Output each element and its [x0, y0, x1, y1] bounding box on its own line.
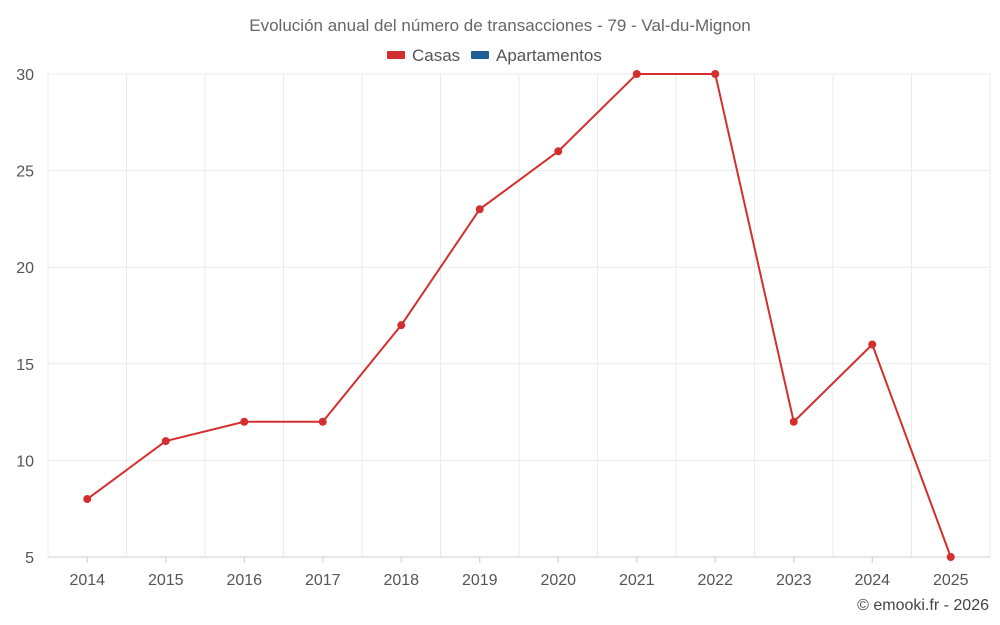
legend-swatch-casas — [387, 51, 405, 59]
credit-text: © emooki.fr - 2026 — [857, 597, 989, 614]
x-tick-label: 2018 — [383, 572, 419, 589]
data-point-casas[interactable] — [554, 147, 563, 156]
chart-title: Evolución anual del número de transaccio… — [249, 16, 750, 35]
series-line-casas[interactable] — [86, 73, 952, 558]
data-point-casas[interactable] — [711, 70, 720, 78]
x-tick-label: 2020 — [540, 572, 576, 589]
legend[interactable]: Casas Apartamentos — [387, 46, 602, 65]
x-tick-label: 2022 — [697, 572, 733, 589]
legend-item-apartamentos[interactable]: Apartamentos — [471, 46, 602, 65]
y-tick-label: 30 — [16, 67, 34, 84]
data-point-casas[interactable] — [632, 70, 641, 78]
legend-item-casas[interactable]: Casas — [387, 46, 460, 65]
x-tick-label: 2016 — [226, 572, 262, 589]
x-tick-label: 2024 — [854, 572, 890, 589]
x-tick-label: 2015 — [148, 572, 184, 589]
series — [83, 70, 955, 561]
data-point-casas[interactable] — [318, 417, 327, 426]
data-point-casas[interactable] — [868, 340, 877, 349]
data-point-casas[interactable] — [83, 495, 92, 504]
x-tick-label: 2025 — [933, 572, 969, 589]
x-tick-label: 2019 — [462, 572, 498, 589]
data-point-casas[interactable] — [161, 437, 170, 446]
data-point-casas[interactable] — [397, 321, 406, 330]
data-point-casas[interactable] — [946, 553, 955, 561]
x-tick-label: 2017 — [305, 572, 341, 589]
y-tick-label: 5 — [25, 550, 34, 567]
data-point-casas[interactable] — [240, 417, 249, 426]
x-tick-label: 2021 — [619, 572, 655, 589]
legend-swatch-apartamentos — [471, 51, 489, 59]
x-tick-label: 2023 — [776, 572, 812, 589]
legend-label-casas: Casas — [412, 46, 460, 65]
x-tick-label: 2014 — [69, 572, 105, 589]
grid — [47, 73, 991, 558]
y-tick-label: 20 — [16, 260, 34, 277]
data-point-casas[interactable] — [789, 417, 798, 426]
y-tick-label: 25 — [16, 164, 34, 181]
data-point-casas[interactable] — [475, 205, 484, 214]
legend-label-apartamentos: Apartamentos — [496, 46, 602, 65]
y-tick-label: 10 — [16, 453, 34, 470]
y-tick-label: 15 — [16, 357, 34, 374]
